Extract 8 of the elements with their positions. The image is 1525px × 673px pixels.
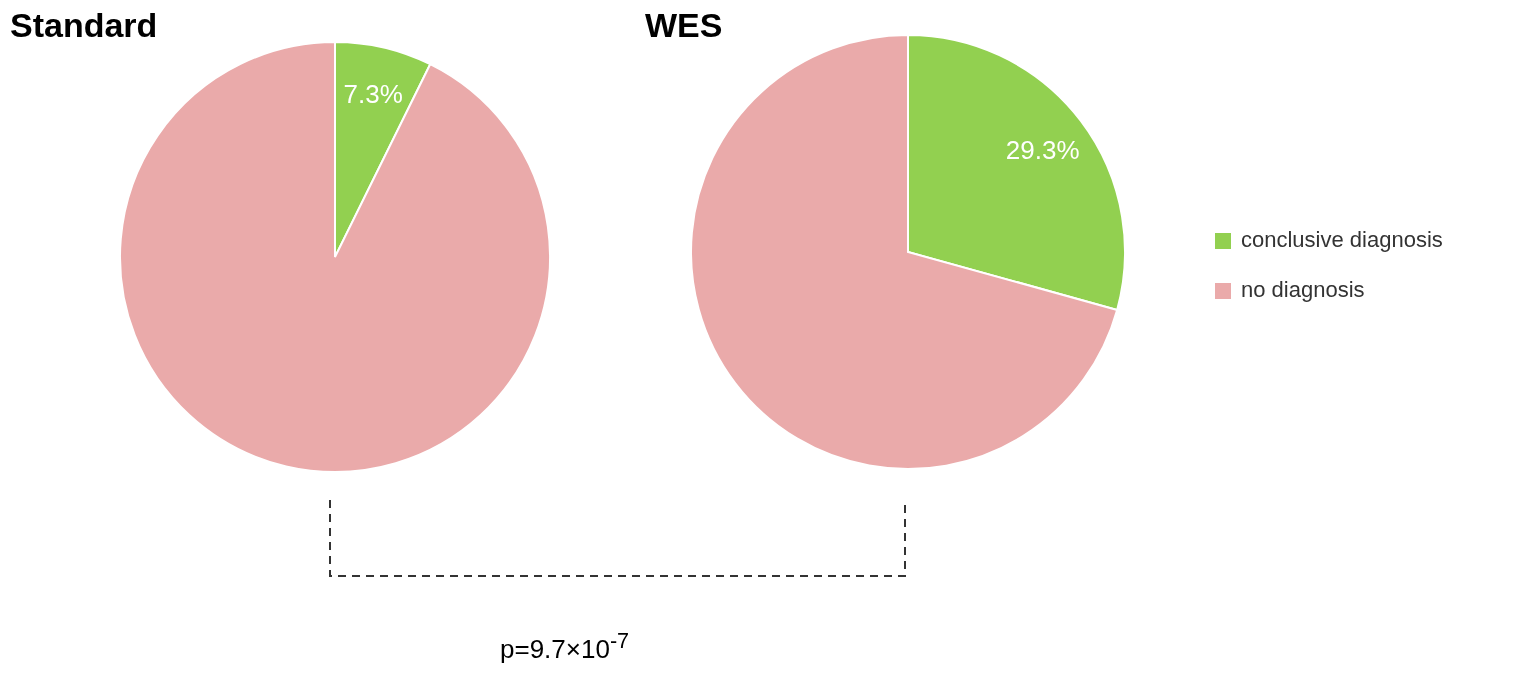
data-label: 7.3% bbox=[343, 78, 403, 109]
legend-label: conclusive diagnosis bbox=[1241, 227, 1443, 252]
chart-title: Standard bbox=[10, 6, 158, 45]
data-label: 29.3% bbox=[1005, 134, 1080, 165]
chart-title: WES bbox=[645, 6, 723, 45]
text: p=9.7×10$^{-7}$ bbox=[500, 628, 630, 665]
pie-slice bbox=[119, 41, 551, 473]
legend-label: no diagnosis bbox=[1241, 277, 1365, 302]
